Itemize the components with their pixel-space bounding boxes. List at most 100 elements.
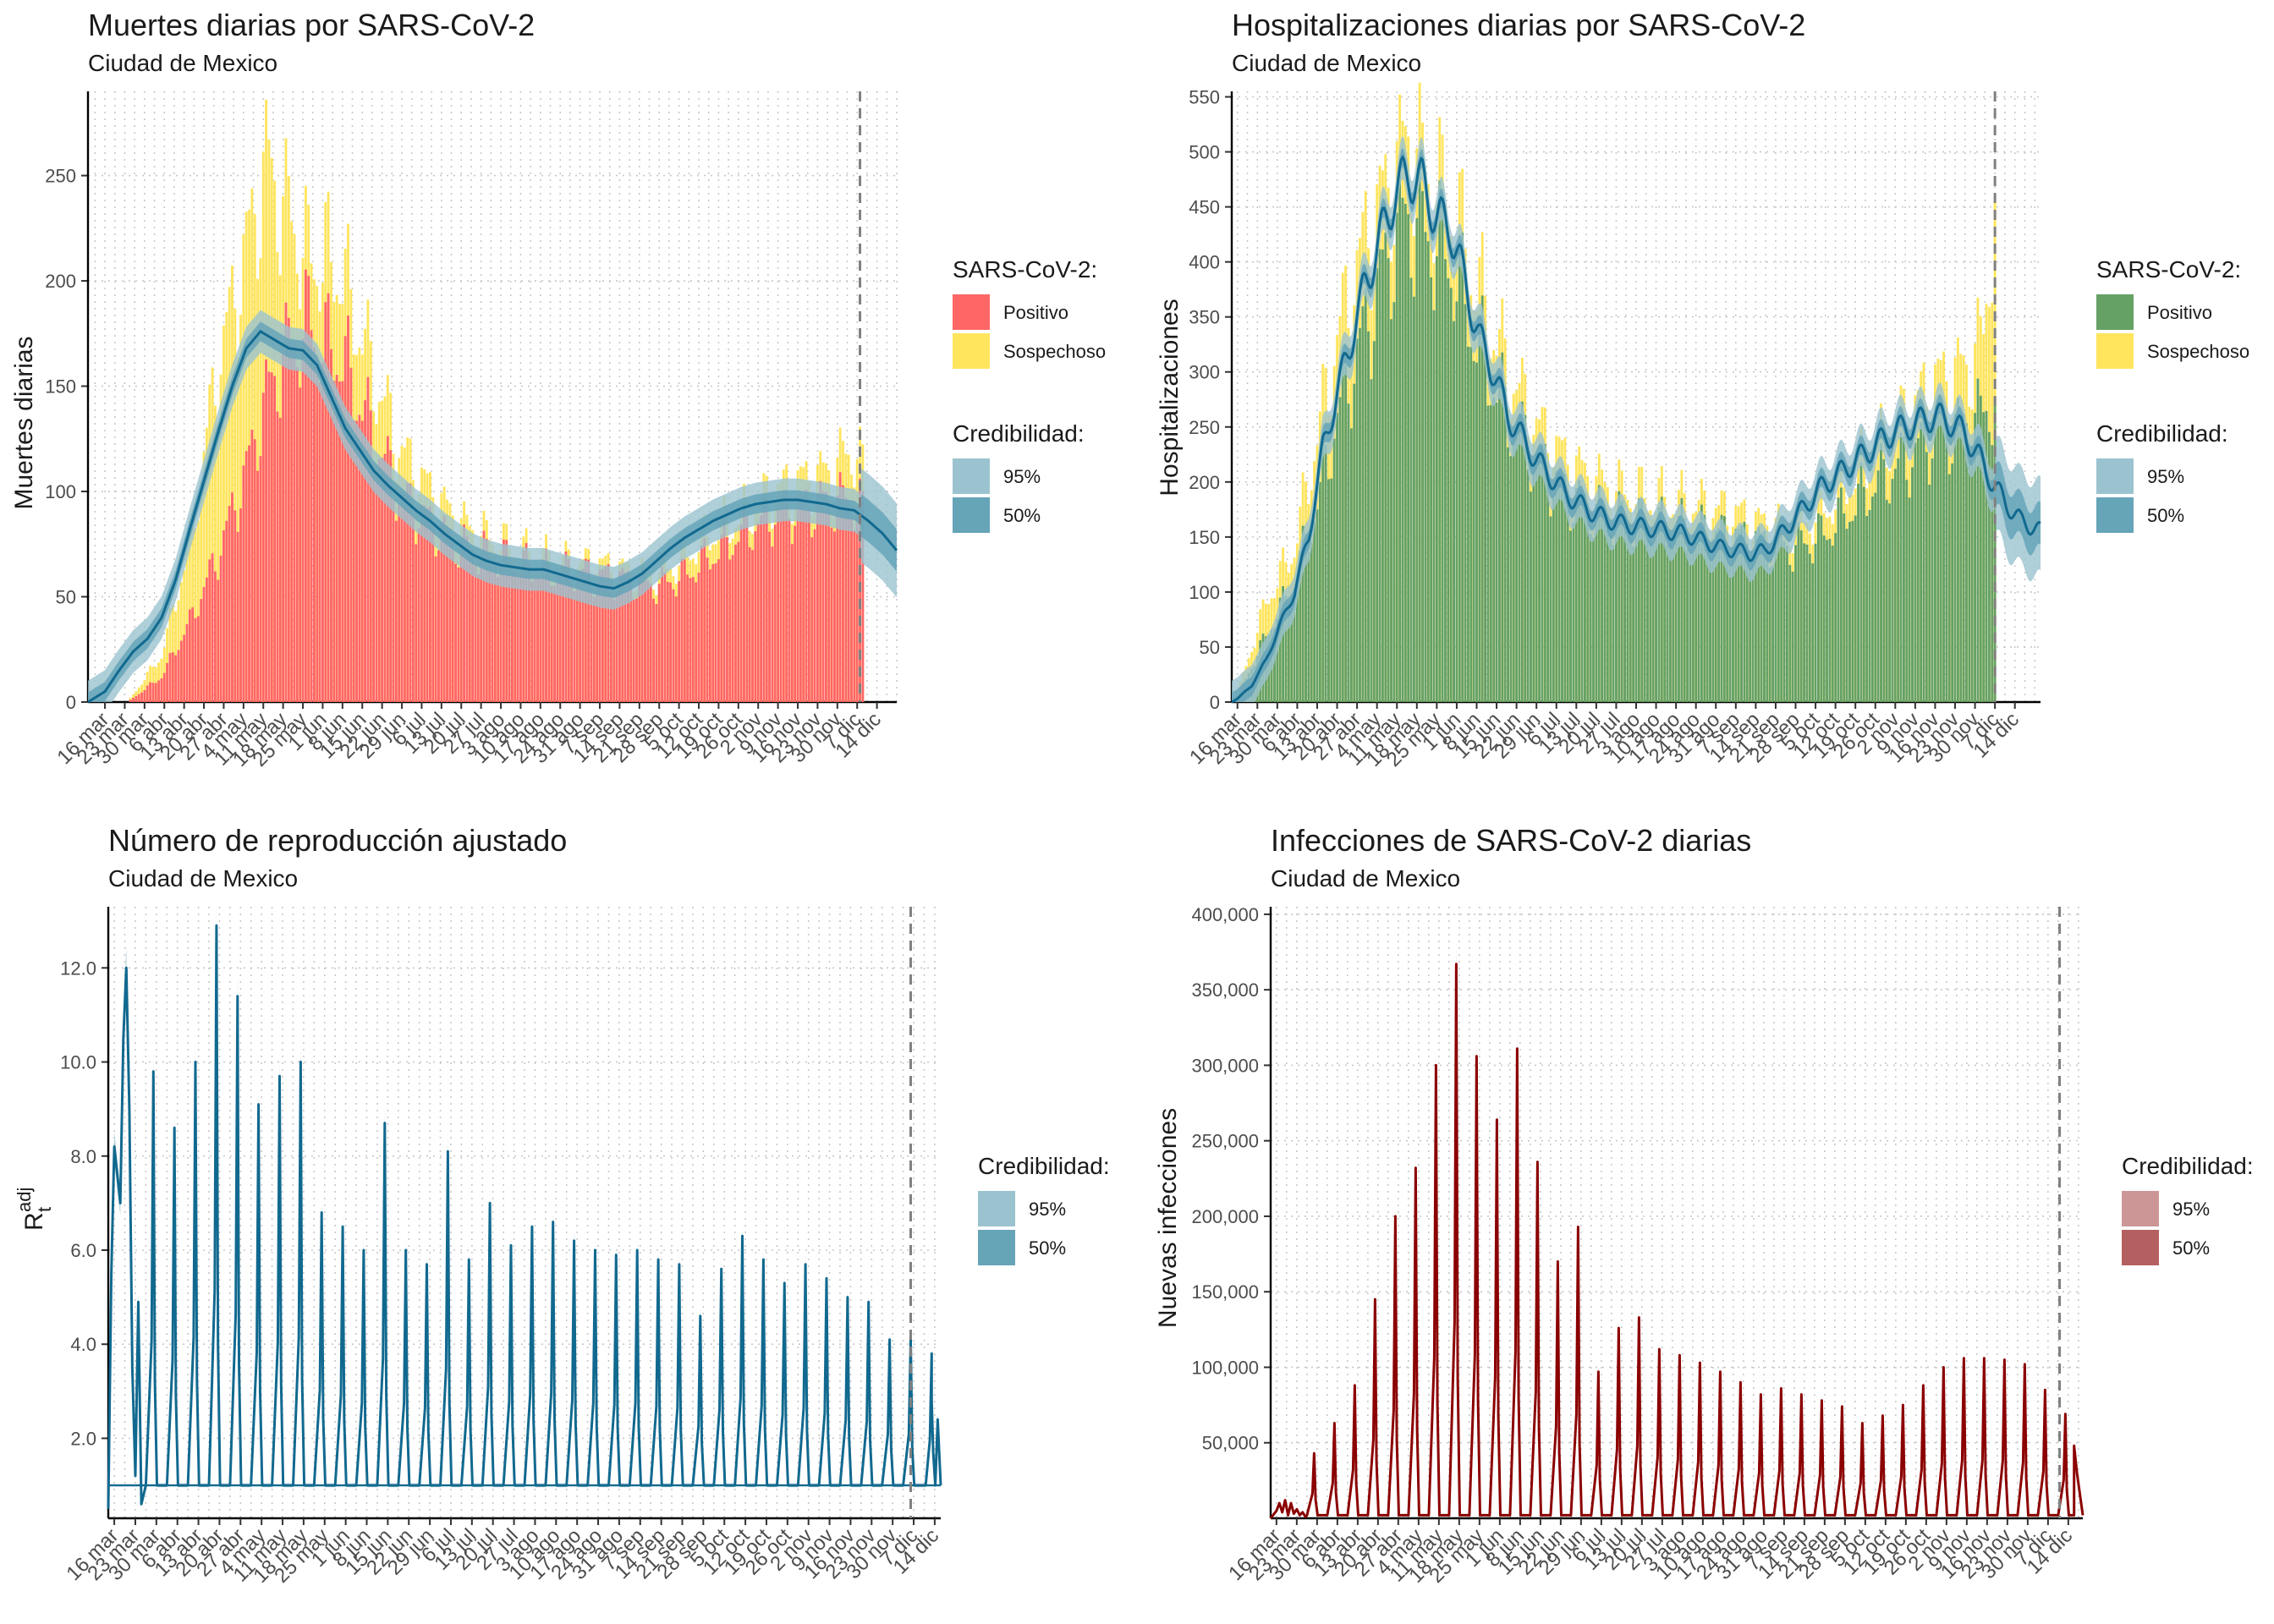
legend-label-ci50: 50% [1003,505,1041,526]
bar-positivo [574,591,576,702]
bar-positivo [1871,497,1874,702]
bar-positivo [772,546,774,702]
bar-positivo [250,430,253,702]
y-tick-label: 8.0 [70,1146,96,1167]
bar-positivo [1809,554,1811,702]
bar-positivo [1384,233,1387,702]
bar-positivo [1806,545,1809,702]
bar-positivo [1709,557,1711,702]
deaths-title: Muertes diarias por SARS-CoV-2 [88,8,535,42]
bar-positivo [1869,510,1871,702]
bar-positivo [635,599,638,702]
bar-positivo [1826,540,1828,702]
bar-positivo [1894,469,1897,702]
bar-positivo [723,518,726,702]
bar-positivo [1928,485,1931,702]
bar-positivo [1940,414,1942,702]
bar-positivo [1561,475,1563,702]
y-tick-label: 50 [56,587,76,608]
bar-positivo [1535,453,1538,702]
bar-positivo [1951,464,1953,702]
bar-positivo [1492,398,1495,702]
bar-positivo [551,586,553,702]
legend-label-ci95: 95% [1029,1199,1066,1220]
bar-positivo [220,556,222,702]
bar-positivo [313,348,316,702]
hosp-cred-legend-title: Credibilidad: [2096,420,2228,447]
bar-positivo [593,597,596,702]
bar-positivo [831,528,833,702]
bar-positivo [1515,431,1518,702]
bar-positivo [1880,443,1882,702]
bar-positivo [1817,513,1820,702]
bar-positivo [856,507,859,702]
bar-positivo [1464,304,1467,702]
legend-label-positivo: Positivo [2147,302,2212,323]
bar-positivo [1321,444,1324,702]
bar-positivo [372,468,375,702]
bar-positivo [1359,328,1361,702]
y-tick-label: 4.0 [70,1334,96,1355]
bar-positivo [1390,319,1392,702]
bar-positivo [1498,379,1501,702]
bar-positivo [271,372,273,702]
rt-y-label-sub: t [34,1207,55,1212]
bar-positivo [395,521,398,702]
bar-positivo [327,294,330,702]
y-tick-label: 100 [45,481,76,502]
bar-positivo [316,357,318,702]
bar-positivo [1942,407,1945,702]
bar-positivo [1387,258,1390,702]
bar-positivo [530,581,533,702]
y-tick-label: 0 [1210,692,1220,713]
deaths-legend: SARS-CoV-2: Positivo Sospechoso Credibil… [953,256,1106,533]
bar-positivo [1749,568,1751,702]
bar-positivo [686,574,689,702]
bar-positivo [457,568,459,702]
bar-positivo [1350,428,1353,702]
bar-positivo [217,580,219,702]
bar-positivo [762,496,765,702]
bar-positivo [477,574,480,702]
legend-swatch-positivo [953,294,990,330]
bar-positivo [279,418,282,702]
bar-positivo [1519,424,1521,702]
bar-positivo [514,571,516,702]
bar-positivo [1794,545,1797,702]
bar-positivo [511,572,514,702]
bar-positivo [415,545,417,702]
bar-positivo [172,652,174,702]
bar-positivo [1367,332,1370,702]
bar-positivo [135,696,137,702]
bar-positivo [1333,439,1336,702]
bar-positivo [1854,515,1857,702]
hosp-legend-title: SARS-CoV-2: [2096,256,2241,283]
bar-positivo [1581,491,1584,702]
bar-positivo [1897,458,1899,702]
bar-positivo [774,524,777,702]
bar-positivo [1888,503,1891,702]
bar-positivo [1963,414,1965,702]
bar-positivo [191,607,194,702]
legend-swatch-ci50 [2096,497,2134,533]
bar-positivo [681,558,684,702]
bar-positivo [129,700,132,702]
bar-positivo [684,559,686,702]
bar-positivo [1433,310,1436,702]
bar-positivo [1957,398,1959,702]
bar-positivo [1623,522,1626,702]
y-tick-label: 100,000 [1191,1357,1259,1378]
bar-positivo [1478,317,1480,702]
bar-positivo [1407,214,1409,702]
y-tick-label: 50 [1200,637,1220,658]
bar-positivo [1675,537,1678,702]
y-tick-label: 150 [1189,527,1220,548]
bar-positivo [1857,484,1859,702]
bar-positivo [233,510,236,702]
bar-positivo [1365,288,1367,702]
bar-positivo [1909,497,1911,702]
bar-positivo [853,530,855,702]
bar-positivo [768,532,771,702]
bar-positivo [1859,463,1862,702]
hosp-legend: SARS-CoV-2: Positivo Sospechoso Credibil… [2096,256,2249,533]
